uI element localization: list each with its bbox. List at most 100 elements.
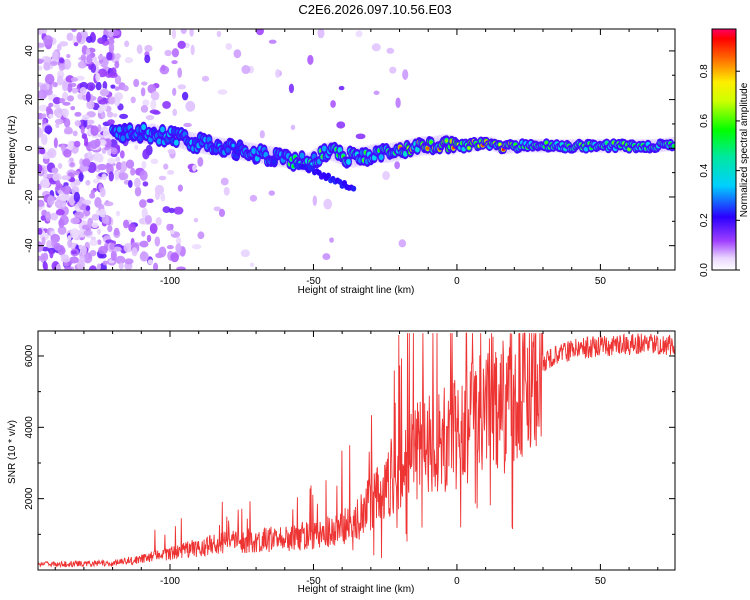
heatmap-noise-blob [97,37,106,45]
heatmap-noise-blob [249,194,258,202]
heatmap-noise-blob [38,65,43,71]
heatmap-noise-blob [142,148,150,160]
heatmap-noise-blob [87,151,93,157]
heatmap-noise-blob [170,229,175,235]
heatmap-noise-blob [154,236,161,247]
heatmap-noise-blob [73,179,81,186]
heatmap-noise-blob [70,77,78,82]
heatmap-noise-blob [63,261,69,267]
heatmap-trace-peak [231,143,235,148]
heatmap-noise-blob [192,164,197,172]
heatmap-noise-blob [82,158,91,167]
heatmap-noise-blob [38,89,48,100]
colorbar-tick-label: 0.0 [699,263,710,277]
heatmap-noise-blob [60,256,71,263]
heatmap-noise-blob [139,199,147,208]
heatmap-noise-blob [44,125,53,135]
heatmap-noise-blob [177,40,186,49]
heatmap-noise-blob [140,87,146,97]
heatmap-noise-blob [131,247,138,257]
heatmap-noise-blob [83,229,92,236]
heatmap-noise-blob [141,161,147,169]
heatmap-noise-blob [106,111,114,118]
heatmap-noise-blob [78,228,87,238]
heatmap-noise-blob [172,108,178,117]
heatmap-noise-blob [89,239,98,246]
heatmap-noise-blob [107,119,115,125]
heatmap-noise-blob [48,102,54,108]
heatmap-y-ticks: -40 -20 0 20 40 [24,45,675,271]
heatmap-noise-blob [168,207,175,214]
heatmap-noise-blob [389,66,397,74]
heatmap-noise-blob [154,189,161,201]
heatmap-noise-blob [43,35,54,46]
heatmap-noise-blob [124,258,134,265]
heatmap-y-label: Frequency (Hz) [7,116,18,185]
heatmap-noise-blob [99,88,110,97]
heatmap-noise-blob [197,157,204,167]
heatmap-noise-blob [62,108,69,118]
heatmap-noise-blob [148,123,157,128]
heatmap-noise-blob [62,193,69,201]
heatmap-noise-blob [91,213,100,221]
heatmap-noise-blob [57,225,67,235]
snr-line [38,332,675,569]
heatmap-panel: -100 -50 0 50 -40 -20 0 20 40 Height of straigh… [7,28,676,296]
heatmap-noise-blob [134,186,142,197]
heatmap-trace-core [346,158,351,165]
heatmap-noise-blob [89,139,99,150]
heatmap-noise-blob [108,171,114,182]
heatmap-noise-blob [166,245,174,250]
heatmap-noise-blob [107,225,113,233]
heatmap-noise-blob [91,222,99,229]
heatmap-noise-blob [44,73,55,85]
heatmap-noise-blob [52,96,62,105]
heatmap-noise-blob [317,29,325,39]
heatmap-noise-blob [86,119,95,125]
heatmap-noise-blob [74,120,82,127]
heatmap-noise-blob [240,249,250,258]
heatmap-noise-blob [79,86,87,95]
heatmap-noise-blob [125,159,135,169]
heatmap-noise-blob [145,114,155,121]
heatmap-noise-blob [102,81,108,91]
heatmap-noise-blob [216,30,222,38]
heatmap-trace-peak [429,140,433,144]
snr-frame [37,330,676,571]
heatmap-noise-blob [39,147,46,155]
heatmap-trace-core [120,135,126,142]
heatmap-noise-blob [115,161,123,171]
heatmap-noise-blob [176,266,186,270]
heatmap-noise-blob [67,95,75,102]
heatmap-noise-blob [90,125,99,136]
heatmap-noise-blob [167,170,175,175]
heatmap-noise-blob [402,69,409,80]
heatmap-trace-peak [498,142,502,147]
heatmap-noise-blob [123,242,133,253]
heatmap-noise-blob [80,54,86,62]
heatmap-noise-blob [98,99,107,105]
heatmap-noise-blob [114,53,121,60]
heatmap-x-ticks: -100 -50 0 50 [54,29,659,287]
snr-y-ticks: 2000 4000 6000 [24,344,675,571]
heatmap-noise-blob [85,36,93,44]
heatmap-noise-blob [181,91,189,101]
heatmap-noise-blob [144,44,153,52]
heatmap-noise-blob [183,122,192,128]
heatmap-noise-blob [241,65,251,75]
heatmap-noise-blob [150,99,157,110]
heatmap-noise-blob [41,236,46,246]
heatmap-noise-blob [53,242,62,251]
snr-x-tick-label: -50 [306,576,321,587]
heatmap-noise-blob [66,54,71,59]
heatmap-noise-blob [73,191,81,203]
heatmap-noise-blob [64,126,73,135]
heatmap-noise-blob [69,256,79,264]
heatmap-noise-blob [158,175,167,181]
heatmap-noise-blob [371,43,381,52]
heatmap-trace-core [160,126,165,133]
heatmap-noise-blob [190,44,195,56]
heatmap-noise-blob [58,63,66,71]
heatmap-noise-blob [40,134,48,145]
heatmap-noise-blob [268,190,275,196]
